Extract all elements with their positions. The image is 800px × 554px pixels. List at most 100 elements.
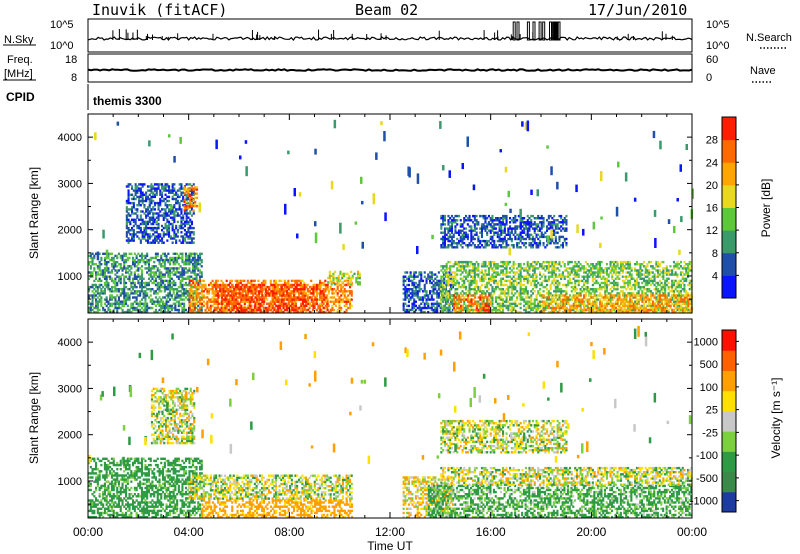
power-cell: [339, 270, 342, 274]
power-cell: [292, 306, 295, 310]
power-cell: [268, 285, 271, 289]
power-cell: [535, 310, 538, 314]
power-cell: [222, 292, 225, 295]
power-cell: [217, 285, 220, 289]
power-cell: [530, 304, 533, 308]
power-cell: [173, 237, 176, 240]
power-cell: [521, 283, 524, 287]
power-cell: [238, 292, 241, 295]
power-cell: [404, 302, 407, 305]
power-cell: [196, 192, 199, 195]
power-cell: [283, 296, 286, 299]
power-cell: [114, 279, 117, 283]
power-cell: [556, 223, 559, 226]
power-cell: [287, 306, 290, 310]
power-cell: [336, 300, 339, 303]
power-cell: [169, 281, 172, 285]
power-cell: [519, 239, 522, 243]
power-cell: [498, 239, 501, 243]
power-cell: [160, 308, 163, 312]
power-cell: [252, 294, 255, 297]
power-cell: [565, 223, 568, 226]
power-cell: [546, 279, 549, 283]
power-cell: [190, 193, 193, 196]
power-cell: [211, 288, 214, 291]
power-cell: [211, 304, 214, 308]
power-cell: [167, 296, 170, 299]
power-cell: [192, 237, 195, 240]
power-cell: [437, 302, 440, 305]
power-cell: [192, 300, 195, 303]
power-cell: [168, 235, 171, 238]
power-cell: [152, 193, 155, 196]
power-cell: [321, 310, 324, 314]
power-cell: [440, 265, 443, 268]
power-cell: [134, 193, 137, 196]
power-cell: [546, 306, 549, 310]
power-cell: [116, 288, 119, 291]
power-cell: [125, 216, 128, 219]
power-cell: [243, 304, 246, 308]
power-cell: [524, 300, 527, 303]
power-cell: [231, 283, 234, 287]
power-cell: [461, 290, 464, 293]
power-cell: [216, 298, 219, 301]
power-cell: [509, 302, 512, 305]
power-cell: [257, 279, 260, 283]
power-cell: [468, 271, 471, 274]
power-cell: [252, 300, 255, 303]
power-cell: [320, 308, 323, 312]
power-cell: [449, 244, 452, 247]
power-cell: [200, 252, 203, 255]
power-cell: [473, 273, 476, 276]
power-cell: [242, 296, 245, 299]
noise-sky-trace: [87, 36, 693, 41]
power-cell: [310, 288, 313, 291]
power-cell: [187, 226, 190, 230]
power-cell: [535, 227, 538, 230]
power-cell: [149, 271, 152, 274]
power-cell: [411, 308, 414, 312]
power-cell: [456, 292, 459, 295]
power-cell: [454, 273, 457, 276]
power-cell: [484, 225, 487, 228]
power-cell: [422, 298, 425, 301]
power-cell: [180, 208, 183, 211]
power-cell: [273, 296, 276, 299]
power-cell: [145, 197, 148, 201]
power-cell: [535, 233, 538, 236]
power-cell: [102, 285, 105, 289]
power-cell: [235, 292, 238, 295]
power-cell: [139, 302, 142, 305]
power-cell: [345, 296, 348, 299]
power-cell: [456, 302, 459, 305]
power-cell: [162, 258, 165, 262]
power-cell: [477, 265, 480, 268]
power-cell: [176, 294, 179, 297]
power-cell: [565, 237, 568, 241]
power-cell: [404, 294, 407, 297]
power-cell: [141, 233, 144, 236]
power-cell: [197, 269, 200, 272]
power-cell: [493, 279, 496, 283]
power-cell: [171, 191, 174, 194]
power-cell: [114, 263, 117, 266]
power-cell: [278, 300, 281, 303]
power-cell: [127, 231, 130, 234]
power-cell: [133, 296, 136, 299]
power-cell: [535, 223, 538, 226]
power-cell: [480, 239, 483, 243]
power-cell: [521, 231, 524, 234]
power-cell: [133, 271, 136, 274]
power-cell: [454, 246, 457, 249]
power-cell: [546, 292, 549, 295]
power-cell: [275, 294, 278, 297]
power-cell: [450, 294, 453, 297]
power-cell: [350, 279, 353, 282]
power-cell: [535, 285, 538, 289]
power-cell: [544, 265, 547, 268]
power-cell: [297, 294, 300, 297]
power-cell: [266, 294, 269, 297]
power-cell: [477, 285, 480, 289]
power-cell: [143, 206, 146, 209]
